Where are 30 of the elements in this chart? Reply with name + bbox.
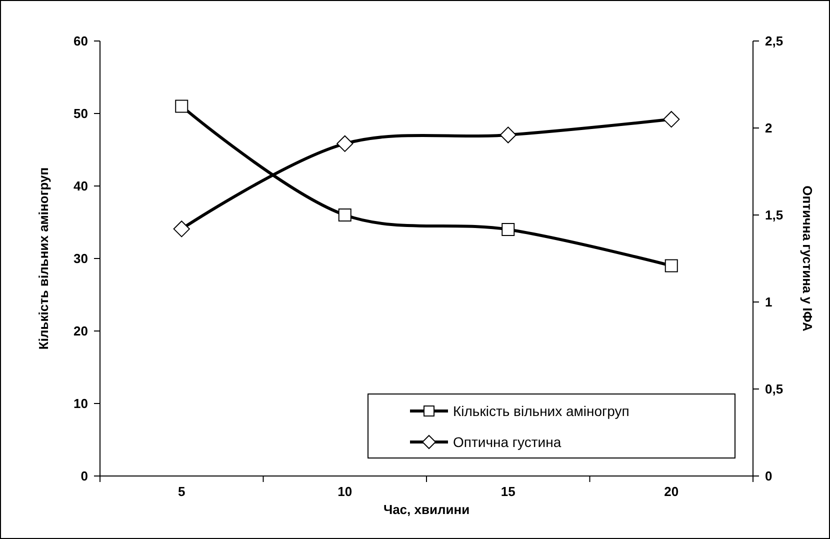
x-tick-label: 15: [500, 484, 516, 499]
y-tick-label: 20: [74, 324, 88, 339]
point: [173, 220, 190, 238]
y-tick-label: 60: [74, 34, 88, 49]
point: [175, 100, 188, 113]
y2-tick-label: 0: [765, 468, 772, 484]
y-tick-label: 30: [74, 251, 88, 266]
y2-tick-label: 0,5: [765, 382, 784, 397]
point: [663, 111, 680, 128]
x-tick-label: 5: [178, 484, 186, 499]
point: [336, 135, 354, 152]
y2-tick-label: 1: [765, 294, 772, 310]
point: [338, 208, 352, 222]
y2-tick-label: 1,5: [765, 208, 784, 223]
point: [664, 259, 678, 272]
y-tick-label: 40: [74, 178, 88, 194]
point: [500, 126, 516, 144]
y-axis-title: Кількість вільних аміногруп: [36, 167, 51, 350]
y2-tick-label: 2,5: [765, 34, 784, 49]
x-tick-label: 20: [664, 484, 679, 499]
point: [502, 223, 515, 236]
y2-axis-title: Оптична густина у ІФА: [800, 186, 815, 332]
x-axis-title: Час, хвилини: [383, 502, 470, 517]
y2-tick-label: 2: [765, 120, 772, 136]
x-tick-label: 10: [338, 484, 352, 499]
y-tick-label: 0: [80, 468, 88, 484]
legend-label: Кількість вільних аміногруп: [453, 402, 630, 419]
y-tick-label: 50: [74, 106, 88, 122]
legend-label: Оптична густина: [453, 434, 562, 450]
y-tick-label: 10: [74, 396, 88, 412]
